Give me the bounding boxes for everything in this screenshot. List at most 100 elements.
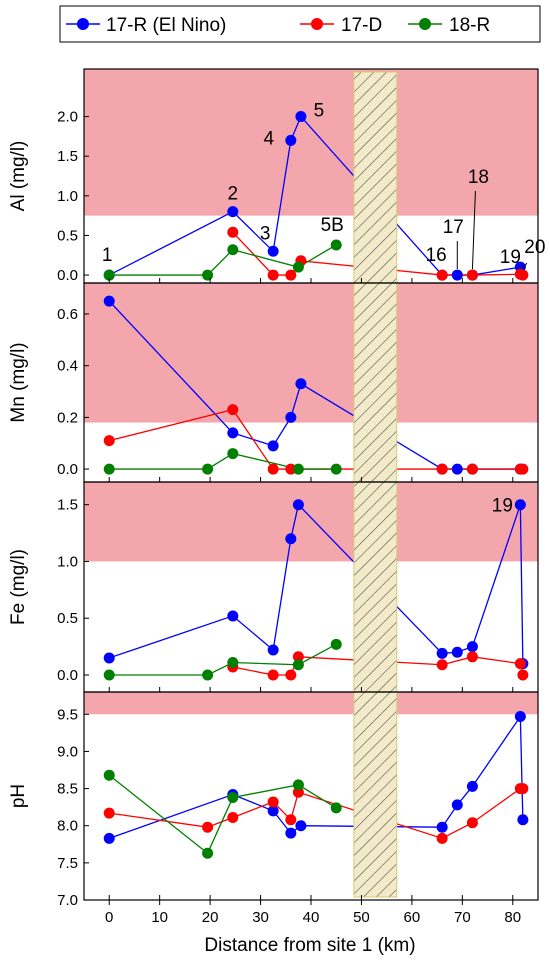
point-label: 19	[500, 247, 521, 268]
data-point-al-0	[227, 206, 239, 218]
data-point-mn-2	[227, 448, 239, 460]
annotation-leader	[522, 262, 528, 270]
data-point-al-1	[436, 269, 448, 281]
point-label: 2	[228, 184, 239, 205]
data-point-mn-0	[227, 427, 239, 439]
y-tick-label-al: 1.5	[57, 148, 78, 165]
data-point-mn-0	[267, 440, 279, 452]
data-point-al-2	[227, 244, 239, 256]
y-tick-label-mn: 0.2	[57, 409, 78, 426]
data-point-ph-1	[466, 817, 478, 829]
legend: 17-R (El Nino) 17-D 18-R	[59, 5, 541, 43]
x-tick-label: 50	[353, 909, 370, 926]
data-point-mn-1	[466, 463, 478, 475]
data-point-al-1	[285, 269, 297, 281]
y-axis-title-ph: pH	[8, 784, 29, 808]
data-point-al-0	[295, 111, 307, 123]
y-tick-label-fe: 0.5	[57, 610, 78, 627]
x-tick-label: 40	[303, 909, 320, 926]
y-axis-title-al: Al (mg/l)	[8, 141, 29, 212]
data-point-fe-0	[267, 644, 279, 656]
y-tick-label-al: 2.0	[57, 109, 78, 126]
data-point-ph-0	[451, 799, 463, 811]
series-line-ph-0	[109, 714, 524, 839]
data-point-fe-2	[227, 656, 239, 668]
data-point-ph-2	[202, 847, 214, 859]
data-point-ph-0	[514, 711, 526, 723]
data-point-fe-1	[466, 651, 478, 663]
panel-mn: 0.0 0.2 0.4 0.6 Mn (mg/l)	[8, 283, 538, 478]
series-line-ph-1	[109, 787, 523, 840]
legend-marker-18r	[419, 18, 431, 30]
x-tick-label: 70	[454, 909, 471, 926]
y-tick-label-ph: 9.0	[57, 743, 78, 760]
y-tick-label-ph: 9.5	[57, 706, 78, 723]
y-tick-label-mn: 0.0	[57, 461, 78, 478]
x-tick-label: 60	[404, 909, 421, 926]
data-point-al-1	[466, 269, 478, 281]
data-point-mn-1	[436, 463, 448, 475]
annotation-leader	[471, 191, 476, 270]
data-point-mn-2	[292, 463, 304, 475]
x-tick-label: 10	[151, 909, 168, 926]
data-point-ph-0	[466, 780, 478, 792]
data-point-fe-0	[466, 641, 478, 653]
data-point-fe-1	[514, 658, 526, 670]
x-tick-label: 30	[252, 909, 269, 926]
data-point-fe-1	[517, 669, 529, 681]
data-point-fe-0	[514, 499, 526, 511]
data-point-al-1	[267, 269, 279, 281]
data-point-ph-0	[517, 814, 529, 826]
y-tick-label-ph: 8.5	[57, 781, 78, 798]
data-point-fe-1	[267, 669, 279, 681]
y-tick-label-ph: 8.0	[57, 818, 78, 835]
data-point-mn-1	[517, 463, 529, 475]
y-tick-label-ph: 7.0	[57, 892, 78, 909]
data-point-mn-1	[103, 435, 115, 447]
panel-ph: 7.0 7.5 8.0 8.5 9.0 9.5 pH	[8, 692, 538, 909]
data-point-mn-2	[103, 463, 115, 475]
point-label: 5	[314, 101, 325, 122]
point-label: 20	[524, 237, 545, 258]
legend-item-17d: 17-D	[300, 15, 382, 36]
data-point-mn-0	[295, 378, 307, 390]
data-point-fe-0	[227, 610, 239, 622]
y-tick-label-fe: 1.5	[57, 497, 78, 514]
threshold-band-al	[84, 69, 538, 216]
y-tick-label-al: 0.5	[57, 227, 78, 244]
x-axis: 0 10 20 30 40 50 60 70 80	[105, 900, 521, 926]
data-point-mn-2	[330, 463, 342, 475]
point-label: 17	[443, 217, 464, 238]
x-tick-label: 0	[105, 909, 113, 926]
data-point-ph-1	[517, 783, 529, 795]
x-tick-label: 80	[504, 909, 521, 926]
y-tick-label-fe: 0.0	[57, 667, 78, 684]
data-point-fe-2	[202, 669, 214, 681]
data-point-ph-1	[285, 814, 297, 826]
data-point-al-0	[267, 245, 279, 257]
data-point-fe-0	[436, 647, 448, 659]
data-point-mn-0	[451, 463, 463, 475]
data-point-ph-0	[267, 805, 279, 817]
x-axis-title: Distance from site 1 (km)	[204, 935, 415, 956]
data-point-ph-0	[436, 821, 448, 833]
threshold-band-fe	[84, 482, 538, 562]
hatched-region-rect	[353, 71, 398, 898]
data-point-al-2	[202, 269, 214, 281]
hatched-region	[353, 71, 398, 898]
data-point-ph-1	[227, 812, 239, 824]
data-point-fe-0	[292, 499, 304, 511]
data-point-fe-0	[451, 646, 463, 658]
legend-item-18r: 18-R	[408, 15, 490, 36]
data-point-al-1	[227, 226, 239, 238]
data-point-ph-1	[267, 796, 279, 808]
point-label: 16	[426, 245, 447, 266]
data-point-mn-1	[285, 463, 297, 475]
y-tick-label-ph: 7.5	[57, 855, 78, 872]
data-point-ph-0	[103, 832, 115, 844]
legend-label-17d: 17-D	[341, 15, 382, 36]
data-point-fe-2	[103, 669, 115, 681]
y-tick-label-mn: 0.4	[57, 358, 78, 375]
data-point-al-0	[451, 269, 463, 281]
